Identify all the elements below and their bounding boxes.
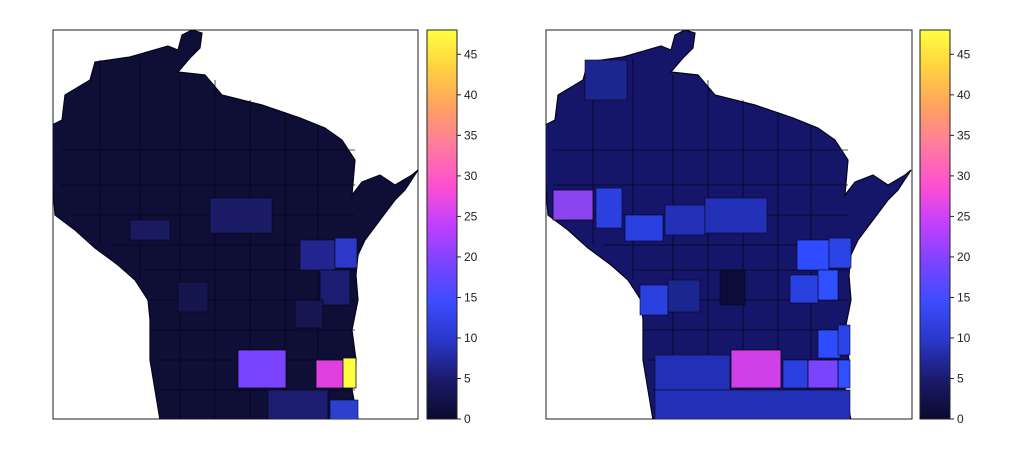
right-colorbar-tick-label: 30 [957,169,971,183]
left-colorbar-tick-label: 30 [464,169,478,183]
county-left-8 [267,389,329,419]
left-colorbar-tick-label: 15 [464,290,478,304]
county-right-17 [782,359,809,389]
left-colorbar-tick-label: 45 [464,47,478,61]
right-colorbar-tick-label: 0 [957,412,964,426]
right-colorbar-tick-label: 25 [957,209,971,223]
right-colorbar-tick-label: 10 [957,331,971,345]
left-colorbar: 0 5 10 15 20 25 30 35 40 45 [426,29,478,426]
right-map-panel [545,29,913,420]
county-right-2 [595,187,623,229]
right-colorbar-tick-label: 15 [957,290,971,304]
county-right-3 [624,214,664,242]
county-right-11 [667,279,701,313]
county-right-9 [789,274,819,304]
county-right-5 [704,197,768,234]
right-colorbar-tick-label: 45 [957,47,971,61]
left-colorbar-tick-label: 5 [464,371,471,385]
left-colorbar-tick-label: 35 [464,128,478,142]
county-right-south-central [730,349,782,389]
county-right-14 [837,324,851,356]
left-colorbar-tick-label: 40 [464,88,478,102]
right-colorbar-tick-label: 35 [957,128,971,142]
left-colorbar-tick-label: 20 [464,250,478,264]
county-left-southeast [315,359,345,389]
county-right-18 [837,359,851,389]
right-colorbar-tick-label: 40 [957,88,971,102]
county-right-4 [664,204,706,236]
county-left-4 [334,237,358,269]
county-right-15 [654,354,731,391]
county-left-south-central [237,349,287,389]
county-left-3 [299,239,336,271]
county-left-9 [329,399,359,419]
right-colorbar-tick-label: 5 [957,371,964,385]
county-right-16 [654,389,851,419]
county-left-6 [177,281,209,313]
county-left-lakeshore [342,357,357,389]
county-right-southeast [807,359,839,389]
county-right-13 [817,329,841,359]
right-colorbar-tick-label: 20 [957,250,971,264]
county-right-6 [796,239,830,271]
county-left-5 [319,269,351,306]
left-colorbar-bar [426,29,458,420]
county-right-12 [719,269,746,306]
county-left-1 [129,219,171,241]
county-right-10 [639,284,669,316]
county-right-west-border [552,189,594,221]
county-right-1 [584,59,628,101]
left-colorbar-tick-label: 0 [464,412,471,426]
left-map-panel [52,29,419,420]
right-colorbar-bar [919,29,951,420]
county-right-7 [828,237,852,269]
left-colorbar-tick-label: 25 [464,209,478,223]
left-colorbar-tick-label: 10 [464,331,478,345]
county-right-8 [817,269,839,301]
county-left-7 [294,299,324,329]
county-left-2 [209,197,273,234]
right-colorbar: 0 5 10 15 20 25 30 35 40 45 [919,29,971,426]
